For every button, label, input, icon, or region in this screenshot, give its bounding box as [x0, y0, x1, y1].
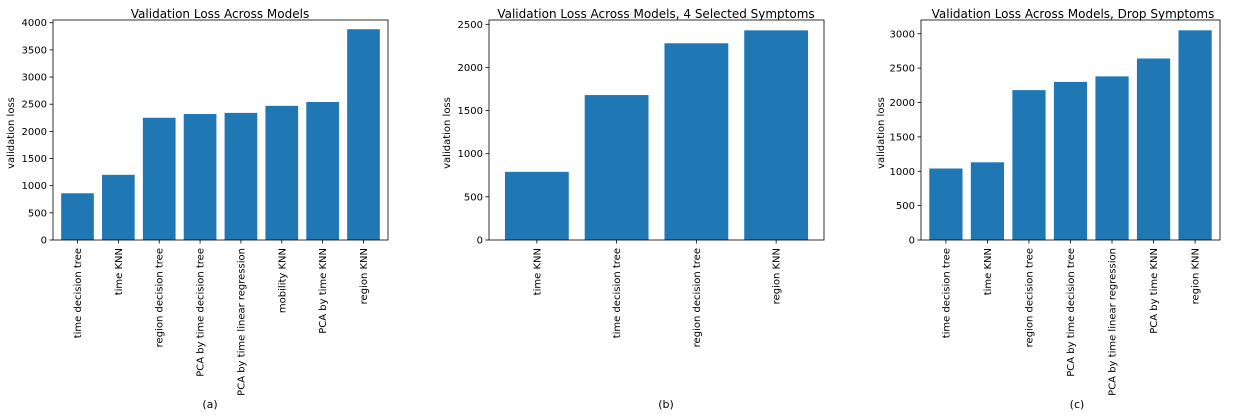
x-tick-label-a-2: time KNN: [114, 248, 125, 295]
chart-a-ylabel: validation loss: [6, 97, 17, 169]
bar-a-4: [183, 113, 217, 240]
y-tick-label-a-8: 4000: [22, 18, 47, 29]
x-tick-label-c-2: time KNN: [983, 248, 994, 295]
chart-c-ylabel: validation loss: [876, 97, 887, 169]
chart-b-plot: 0 500 1000 1500 2000 2500 time KNN time decisio…: [458, 19, 825, 347]
y-tick-label-c-6: 3000: [890, 29, 915, 40]
chart-a-title: Validation Loss Across Models: [131, 7, 309, 21]
y-tick-label-b-1: 500: [464, 192, 483, 203]
y-tick-label-a-0: 0: [41, 236, 47, 247]
y-tick-label-a-4: 2000: [22, 127, 47, 138]
bar-a-5: [224, 112, 258, 240]
y-tick-label-a-2: 1000: [22, 181, 47, 192]
x-tick-label-c-1: time decision tree: [941, 248, 952, 338]
bar-a-3: [142, 117, 176, 240]
chart-a-caption: (a): [202, 398, 217, 411]
chart-b-title: Validation Loss Across Models, 4 Selecte…: [497, 7, 814, 21]
y-tick-label-b-3: 1500: [458, 106, 483, 117]
y-tick-label-c-4: 2000: [890, 98, 915, 109]
bar-a-7: [306, 102, 339, 241]
x-tick-label-a-4: PCA by time decision tree: [196, 248, 207, 377]
y-tick-label-c-1: 500: [896, 201, 915, 212]
x-tick-label-c-5: PCA by time linear regression: [1108, 248, 1119, 396]
bar-a-8: [347, 29, 380, 241]
y-tick-label-a-6: 3000: [22, 73, 47, 84]
chart-c: Validation Loss Across Models, Drop Symp…: [876, 7, 1221, 411]
x-tick-label-a-5: PCA by time linear regression: [236, 248, 247, 396]
chart-c-plot: 0 500 1000 1500 2000 2500 3000 time decision tr…: [890, 19, 1221, 396]
chart-a: Validation Loss Across Models validation…: [6, 7, 389, 411]
bar-c-4: [1053, 81, 1088, 241]
plot-frame-a: [52, 19, 389, 241]
x-tick-label-c-4: PCA by time decision tree: [1066, 248, 1077, 377]
x-tick-label-a-7: PCA by time KNN: [318, 248, 329, 334]
y-tick-label-c-3: 1500: [890, 132, 915, 143]
x-tick-label-c-3: region decision tree: [1024, 248, 1035, 347]
chart-c-title: Validation Loss Across Models, Drop Symp…: [932, 7, 1215, 21]
y-tick-label-b-2: 1000: [458, 149, 483, 160]
plot-frame-b: [488, 19, 825, 241]
x-tick-label-b-1: time KNN: [532, 248, 543, 295]
bar-c-3: [1012, 90, 1046, 241]
bar-b-1: [504, 171, 569, 240]
chart-b: Validation Loss Across Models, 4 Selecte…: [442, 7, 825, 411]
bar-a-2: [102, 174, 135, 240]
y-tick-label-b-5: 2500: [458, 20, 483, 31]
y-tick-label-c-5: 2500: [890, 64, 915, 75]
bar-c-2: [970, 162, 1005, 240]
bar-c-6: [1136, 58, 1171, 240]
x-tick-label-c-7: region KNN: [1191, 248, 1202, 304]
y-tick-label-a-7: 3500: [22, 45, 47, 56]
bar-b-3: [664, 43, 729, 240]
chart-c-caption: (c): [1070, 398, 1085, 411]
x-tick-label-a-3: region decision tree: [155, 248, 166, 347]
y-tick-label-a-1: 500: [28, 208, 47, 219]
bar-a-6: [265, 105, 299, 240]
bar-b-4: [744, 30, 809, 240]
y-tick-label-a-5: 2500: [22, 100, 47, 111]
bar-b-2: [584, 95, 649, 240]
y-tick-label-b-4: 2000: [458, 63, 483, 74]
chart-a-plot: 0 500 1000 1500 2000 2500 3000 3500 4000 time dec…: [22, 18, 389, 396]
bar-c-1: [929, 168, 963, 240]
y-tick-label-c-2: 1000: [890, 167, 915, 178]
x-tick-label-b-4: region KNN: [772, 248, 783, 304]
x-tick-label-b-3: region decision tree: [692, 248, 703, 347]
bar-c-7: [1178, 30, 1212, 241]
chart-b-ylabel: validation loss: [442, 97, 453, 169]
y-tick-label-c-0: 0: [909, 236, 915, 247]
y-tick-label-b-0: 0: [477, 236, 483, 247]
chart-b-caption: (b): [658, 398, 674, 411]
x-tick-label-c-6: PCA by time KNN: [1149, 248, 1160, 334]
x-tick-label-b-2: time decision tree: [612, 248, 623, 338]
bar-c-5: [1095, 76, 1129, 241]
bar-a-1: [61, 193, 94, 240]
x-tick-label-a-1: time decision tree: [73, 248, 84, 338]
y-tick-label-a-3: 1500: [22, 154, 47, 165]
x-tick-label-a-8: region KNN: [359, 248, 370, 304]
x-tick-label-a-6: mobility KNN: [277, 248, 288, 313]
